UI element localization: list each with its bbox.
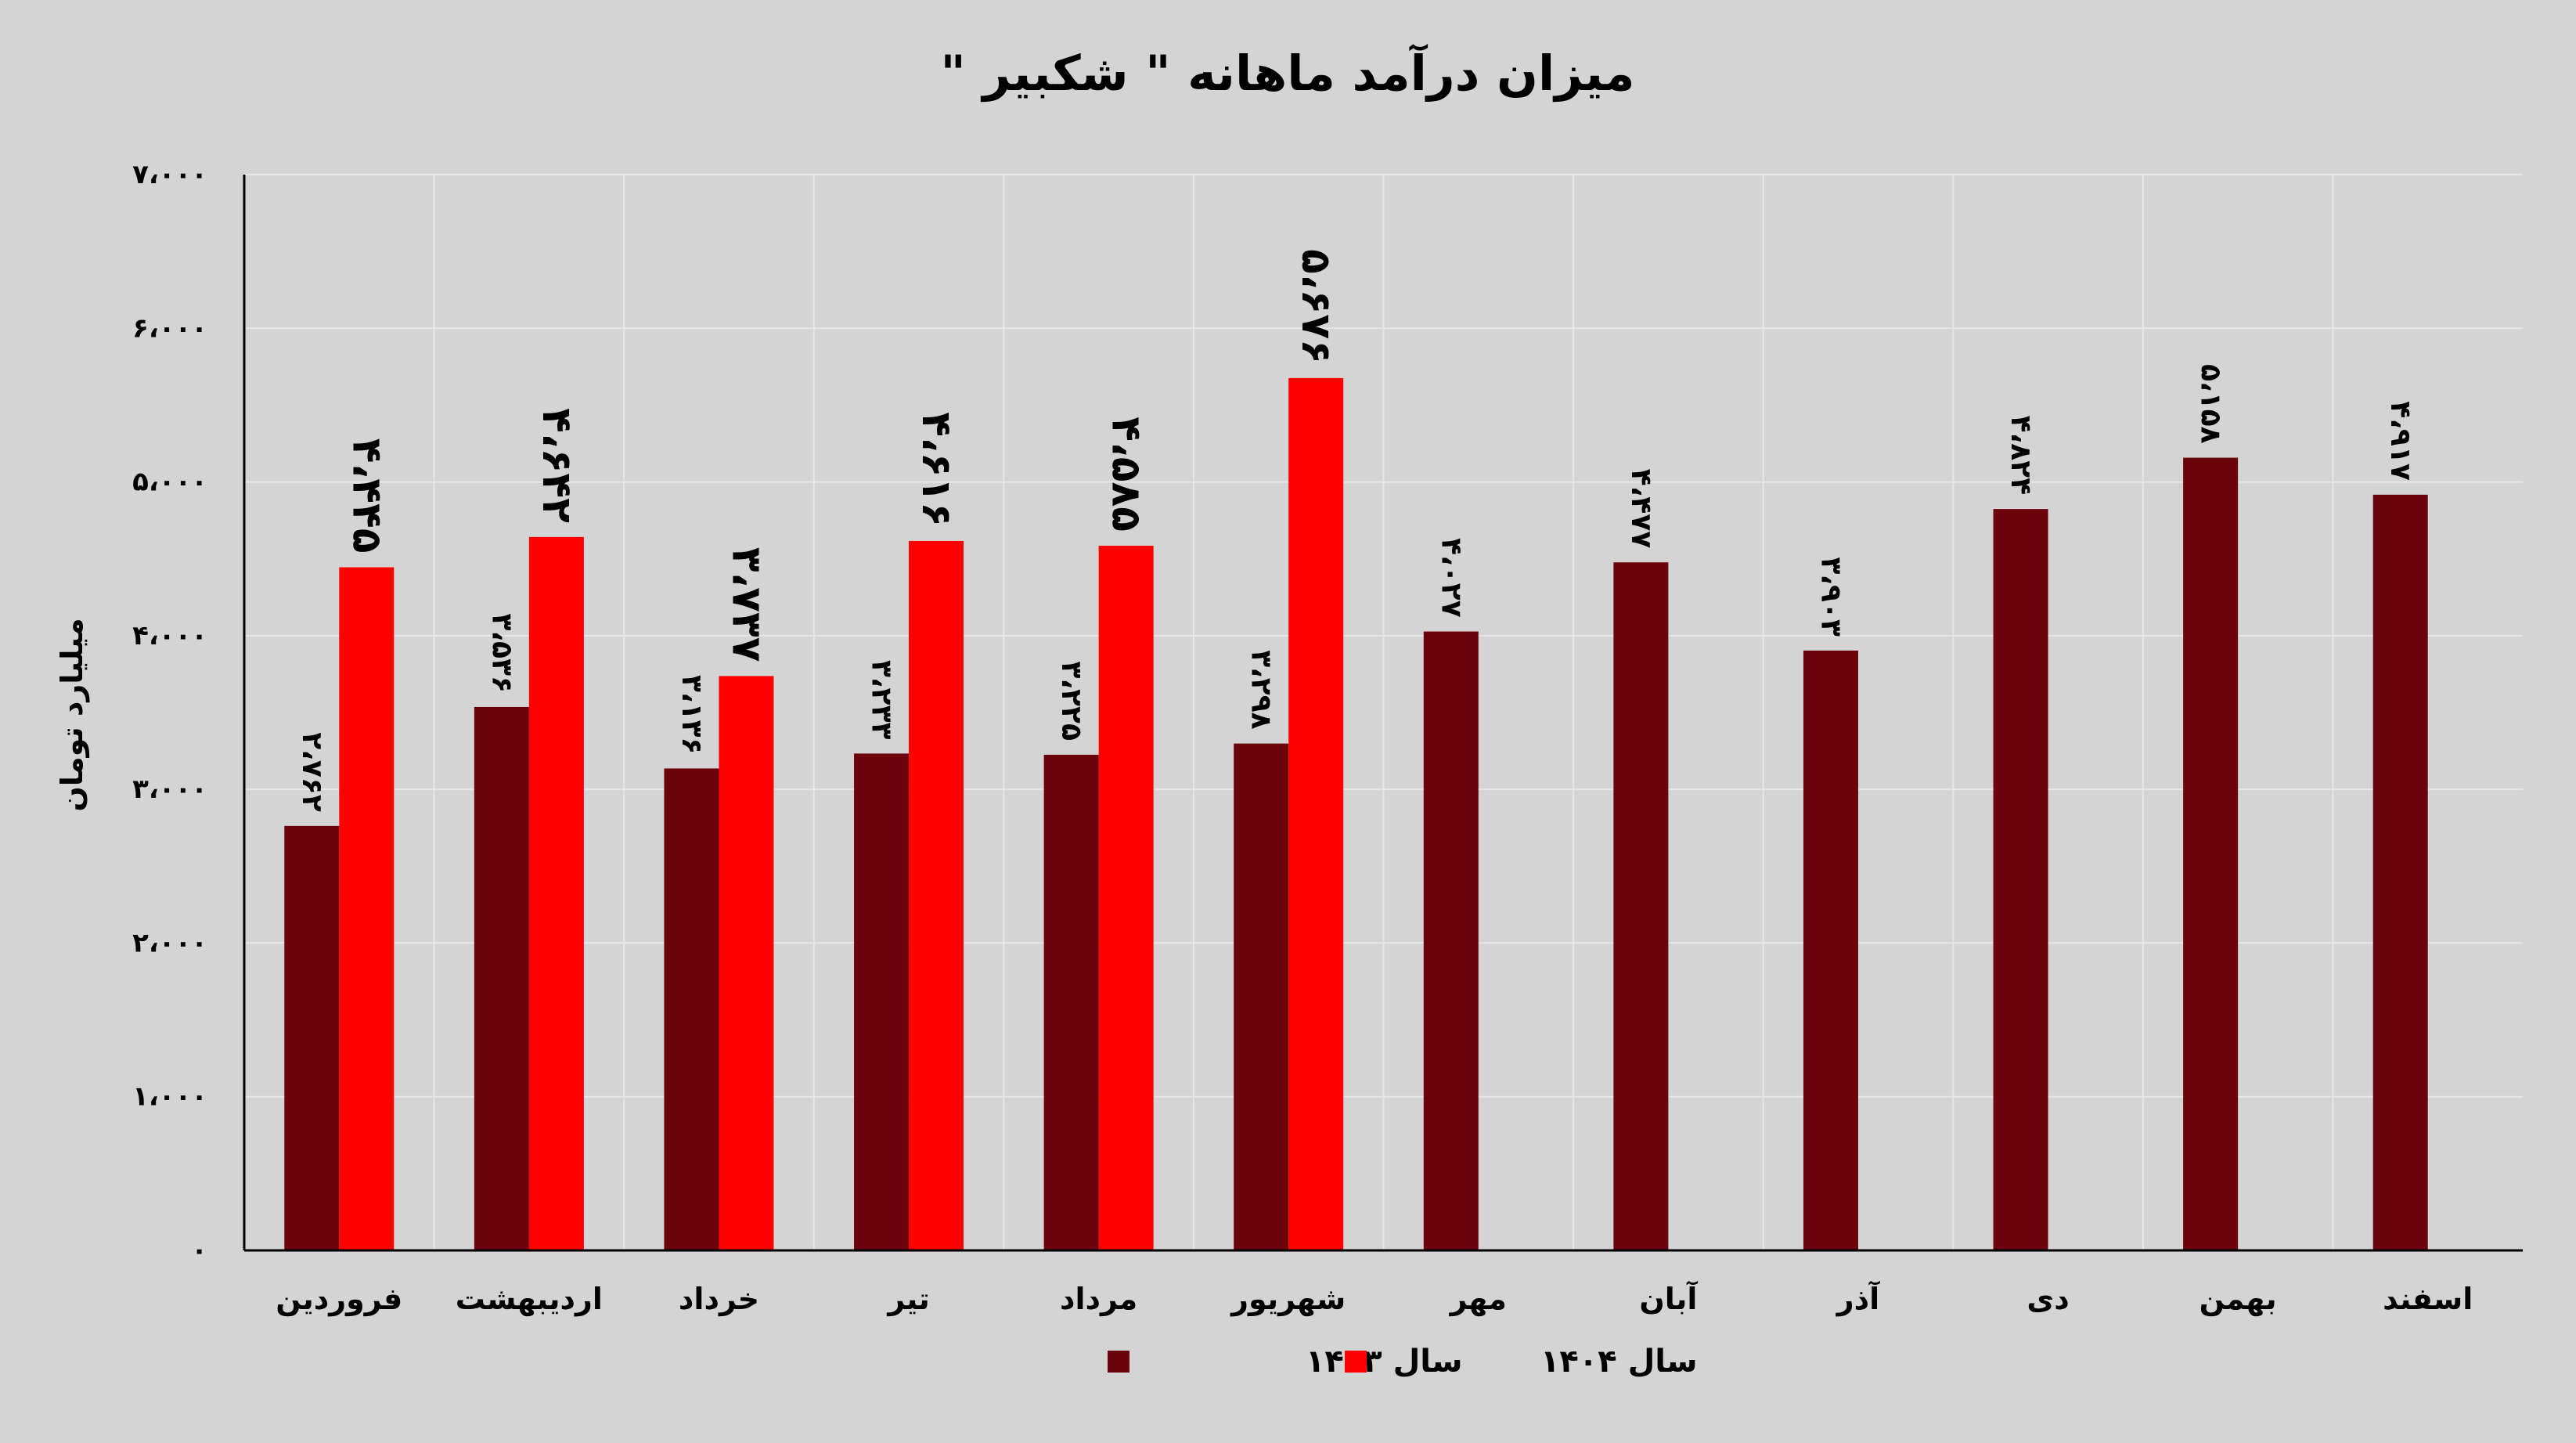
x-tick-label: اسفند — [2383, 1282, 2473, 1316]
bar — [1613, 562, 1669, 1250]
bar — [664, 768, 719, 1250]
x-tick-label: اردیبهشت — [456, 1282, 603, 1316]
y-tick-label: ۰ — [191, 1235, 207, 1266]
data-label: ۳،۲۳۳ — [866, 660, 898, 740]
bar — [1803, 650, 1858, 1250]
bar — [339, 567, 395, 1250]
data-label: ۳،۵۳۶ — [485, 613, 517, 693]
x-tick-label: آبان — [1639, 1280, 1698, 1316]
bar — [474, 706, 529, 1250]
data-label: ۳،۷۳۷ — [722, 547, 769, 662]
y-tick-label: ۱،۰۰۰ — [132, 1081, 207, 1113]
y-tick-label: ۷،۰۰۰ — [132, 159, 207, 190]
bar — [2183, 457, 2239, 1250]
data-label: ۴،۰۲۷ — [1435, 538, 1467, 618]
data-label: ۴،۴۴۵ — [343, 438, 390, 554]
gridlines — [244, 174, 2523, 1250]
x-tick-label: شهریور — [1230, 1282, 1346, 1316]
x-tick-label: مرداد — [1060, 1282, 1137, 1316]
data-label: ۵،۶۷۶ — [1292, 249, 1339, 364]
legend-swatch — [1108, 1351, 1129, 1373]
bar — [1993, 509, 2048, 1250]
x-tick-label: مهر — [1449, 1282, 1507, 1316]
data-label: ۳،۲۲۵ — [1055, 661, 1087, 741]
y-tick-label: ۴،۰۰۰ — [132, 620, 207, 651]
y-tick-label: ۳،۰۰۰ — [132, 774, 207, 805]
data-label: ۳،۲۹۸ — [1245, 650, 1277, 730]
data-label: ۲،۷۶۲ — [296, 732, 328, 812]
bar — [284, 825, 340, 1250]
legend-swatch — [1345, 1351, 1367, 1373]
y-tick-label: ۶،۰۰۰ — [132, 312, 207, 344]
data-label: ۴،۹۱۷ — [2384, 401, 2416, 481]
data-label: ۳،۱۳۶ — [676, 675, 708, 755]
bar — [854, 753, 910, 1250]
bar — [2372, 494, 2428, 1250]
y-tick-label: ۲،۰۰۰ — [132, 927, 207, 958]
data-label: ۴،۸۲۴ — [2005, 416, 2037, 496]
data-label: ۴،۵۸۵ — [1103, 417, 1150, 532]
data-label: ۴،۶۴۲ — [533, 408, 580, 523]
data-label: ۴،۴۷۷ — [1625, 469, 1657, 549]
bar — [1423, 631, 1479, 1250]
y-axis-title: میلیارد تومان — [55, 618, 89, 811]
bar — [1043, 754, 1099, 1250]
x-tick-label: فروردین — [276, 1282, 402, 1317]
axes: فروردین اردیبهشت خرداد تیر مرداد شهریور مهر آبا… — [132, 159, 2523, 1317]
bar — [1234, 743, 1289, 1250]
bar — [1098, 546, 1154, 1250]
legend-label: سال ۱۴۰۴ — [1540, 1344, 1698, 1380]
y-tick-label: ۵،۰۰۰ — [132, 467, 207, 498]
data-label: ۴،۶۱۶ — [913, 412, 960, 527]
x-tick-label: بهمن — [2200, 1282, 2277, 1316]
x-tick-label: خرداد — [679, 1282, 759, 1316]
data-label: ۳،۹۰۳ — [1814, 557, 1846, 637]
bar — [909, 540, 964, 1250]
bar — [719, 676, 774, 1250]
legend: سال ۱۴۰۳ سال ۱۴۰۴ — [1108, 1344, 1698, 1380]
chart-title: میزان درآمد ماهانه " شکبیر " — [941, 43, 1635, 102]
bar — [528, 536, 584, 1250]
bar — [1288, 377, 1344, 1250]
bars: ۲،۷۶۲ ۴،۴۴۵ ۳،۵۳۶ ۴،۶۴۲ ۳،۱۳۶ ۳،۷۳۷ ۳،۲۳۳ ۴،۶۱۶… — [284, 249, 2428, 1250]
legend-label: سال ۱۴۰۳ — [1306, 1344, 1463, 1380]
x-tick-label: آذر — [1836, 1280, 1880, 1316]
data-label: ۵،۱۵۸ — [2195, 364, 2227, 444]
x-tick-label: تیر — [886, 1282, 929, 1316]
x-tick-label: دی — [2027, 1282, 2069, 1316]
